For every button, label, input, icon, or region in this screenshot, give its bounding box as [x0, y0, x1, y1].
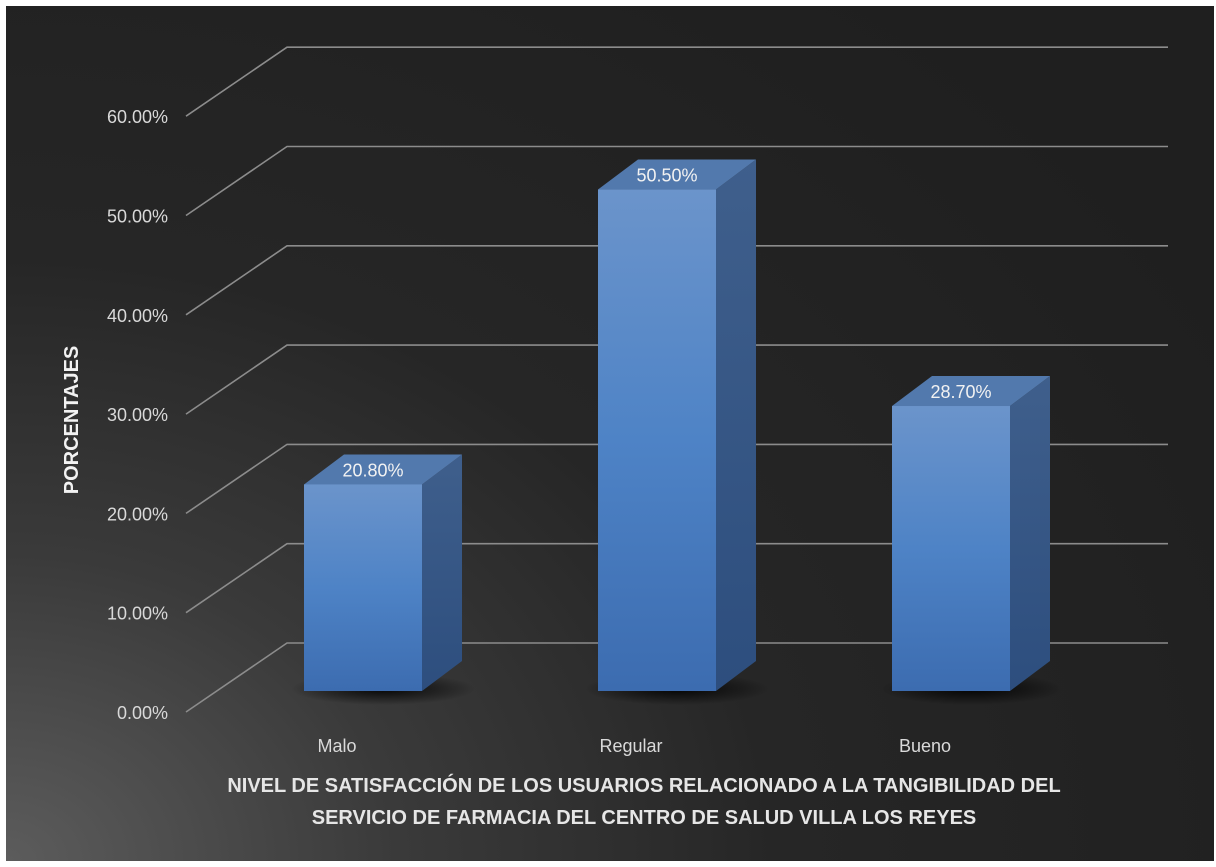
- chart-area: 0.00% 10.00% 20.00% 30.00% 40.00% 50.00% 60.00…: [6, 6, 1214, 861]
- bar-top: [304, 454, 462, 485]
- gridline: [185, 542, 1168, 614]
- chart-svg: 0.00% 10.00% 20.00% 30.00% 40.00% 50.00% 60.00…: [61, 46, 1168, 829]
- data-label: 20.80%: [342, 460, 403, 480]
- x-tick-label: Bueno: [899, 736, 951, 756]
- bar-side: [422, 454, 462, 691]
- bar-malo: 20.80%: [290, 454, 476, 705]
- y-tick-label: 30.00%: [107, 405, 168, 425]
- y-axis-title: PORCENTAJES: [61, 346, 83, 495]
- y-tick-label: 0.00%: [117, 703, 168, 723]
- y-tick-label: 20.00%: [107, 504, 168, 524]
- bar-side: [1010, 376, 1050, 691]
- bar-front: [598, 189, 716, 691]
- gridline: [185, 245, 1168, 316]
- bar-top: [598, 159, 756, 190]
- x-tick-label: Malo: [317, 736, 356, 756]
- y-tick-label: 10.00%: [107, 604, 168, 624]
- bar-side: [716, 159, 756, 691]
- data-label: 28.70%: [930, 382, 991, 402]
- x-tick-label: Regular: [599, 736, 662, 756]
- bar-front: [892, 406, 1010, 691]
- x-axis-title-line: NIVEL DE SATISFACCIÓN DE LOS USUARIOS RE…: [227, 773, 1060, 797]
- y-axis-ticks: 0.00% 10.00% 20.00% 30.00% 40.00% 50.00% 60.00…: [107, 107, 168, 723]
- gridlines: [185, 46, 1168, 713]
- bar-regular: 50.50%: [584, 159, 770, 705]
- x-axis-categories: Malo Regular Bueno: [317, 736, 951, 756]
- bar-bueno: 28.70%: [878, 376, 1064, 705]
- gridline: [185, 46, 1168, 117]
- y-tick-label: 50.00%: [107, 207, 168, 227]
- x-axis-title: NIVEL DE SATISFACCIÓN DE LOS USUARIOS RE…: [227, 773, 1060, 829]
- gridline: [185, 344, 1168, 415]
- bar-front: [304, 484, 422, 691]
- bar-top: [892, 376, 1050, 407]
- y-tick-label: 40.00%: [107, 306, 168, 326]
- gridline: [185, 145, 1168, 217]
- data-label: 50.50%: [636, 166, 697, 186]
- bars: 20.80% 50.50% 28.70%: [290, 159, 1064, 705]
- x-axis-title-line: SERVICIO DE FARMACIA DEL CENTRO DE SALUD…: [312, 807, 977, 829]
- gridline: [185, 642, 1168, 713]
- gridline: [185, 443, 1168, 515]
- y-tick-label: 60.00%: [107, 107, 168, 127]
